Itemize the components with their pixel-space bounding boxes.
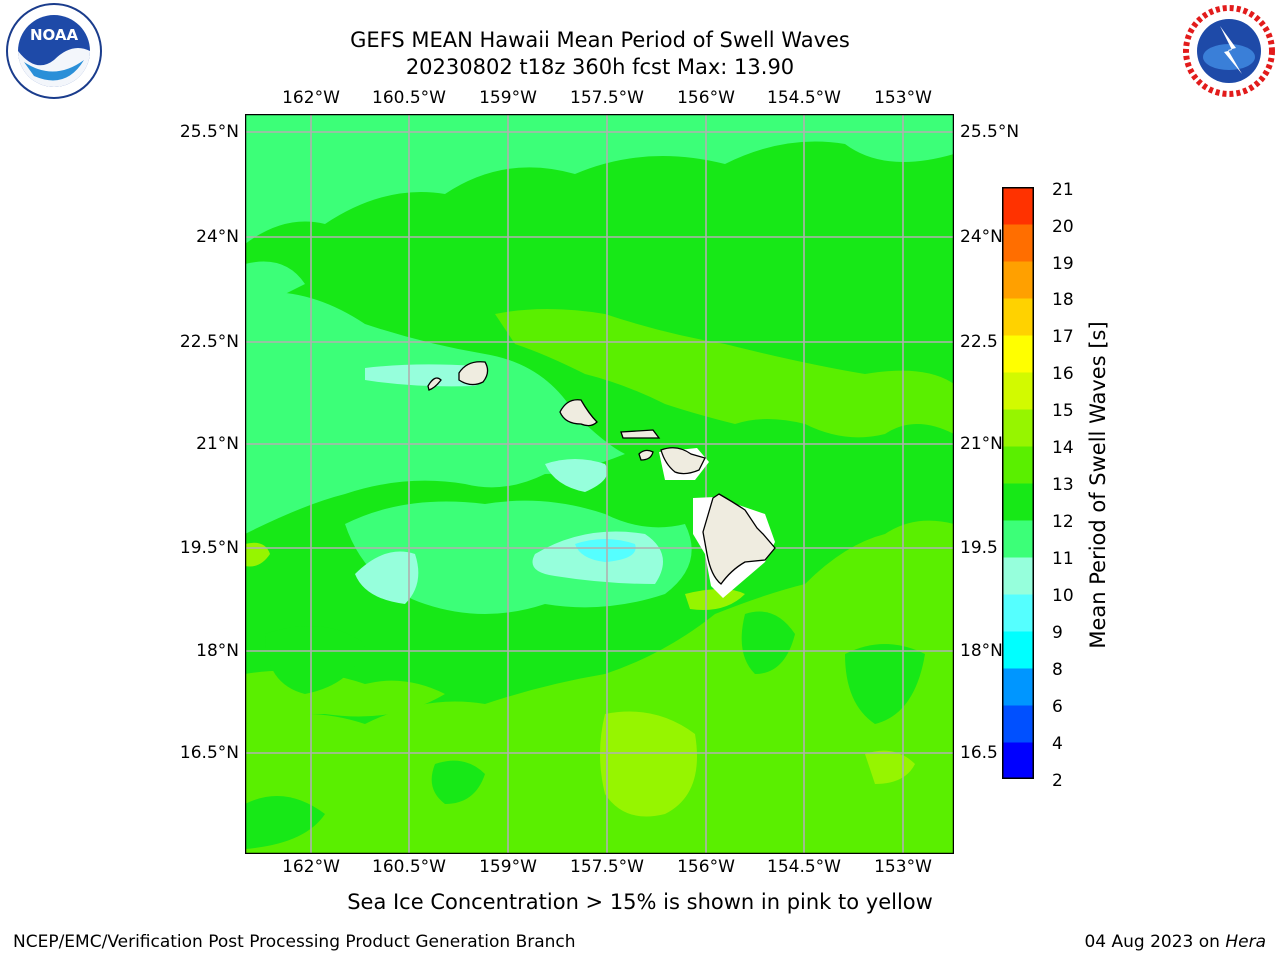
colorbar-segment: [1002, 224, 1034, 262]
lon-label-top: 157.5°W: [570, 88, 644, 108]
colorbar-segment: [1002, 446, 1034, 484]
hawaiian-islands: [427, 361, 776, 598]
lon-label-top: 153°W: [874, 88, 932, 108]
lat-label-left: 18°N: [196, 641, 239, 661]
colorbar-tick: 13: [1052, 475, 1074, 495]
lat-label-left: 24°N: [196, 227, 239, 247]
colorbar-tick: 17: [1052, 327, 1074, 347]
lat-label-right: 16.5: [960, 743, 998, 763]
colorbar-segment: [1002, 631, 1034, 669]
colorbar-tick: 2: [1052, 771, 1063, 791]
lon-label-bottom: 154.5°W: [767, 857, 841, 877]
lat-label-right: 22.5: [960, 332, 998, 352]
colorbar-tick: 9: [1052, 623, 1063, 643]
lon-label-bottom: 162°W: [282, 857, 340, 877]
colorbar-segment: [1002, 557, 1034, 595]
colorbar-tick: 6: [1052, 697, 1063, 717]
map-grid: [245, 114, 954, 854]
colorbar-tick: 18: [1052, 290, 1074, 310]
colorbar-title: Mean Period of Swell Waves [s]: [1086, 321, 1110, 649]
colorbar-segment: [1002, 335, 1034, 373]
colorbar-tick: 20: [1052, 217, 1074, 237]
colorbar-segment: [1002, 483, 1034, 521]
lon-label-bottom: 159°W: [479, 857, 537, 877]
noaa-logo-text: NOAA: [30, 26, 79, 44]
lat-label-left: 22.5°N: [179, 332, 239, 352]
colorbar-tick: 12: [1052, 512, 1074, 532]
lat-label-left: 19.5°N: [179, 538, 239, 558]
map-title: GEFS MEAN Hawaii Mean Period of Swell Wa…: [350, 28, 850, 52]
lat-label-left: 21°N: [196, 434, 239, 454]
colorbar-tick: 11: [1052, 549, 1074, 569]
lat-label-right: 21°N: [960, 434, 1003, 454]
lat-label-left: 16.5°N: [179, 743, 239, 763]
colorbar-segment: [1002, 187, 1034, 225]
lat-label-right: 19.5: [960, 538, 998, 558]
lon-label-top: 154.5°W: [767, 88, 841, 108]
nws-logo: [1183, 5, 1275, 97]
lon-label-top: 160.5°W: [372, 88, 446, 108]
lon-label-bottom: 157.5°W: [570, 857, 644, 877]
noaa-logo: NOAA: [6, 3, 102, 99]
lat-label-left: 25.5°N: [179, 122, 239, 142]
colorbar-segment: [1002, 742, 1034, 779]
lat-label-right: 25.5°N: [960, 122, 1020, 142]
lon-label-bottom: 153°W: [874, 857, 932, 877]
colorbar-segment: [1002, 668, 1034, 706]
colorbar-segment: [1002, 705, 1034, 743]
colorbar-segment: [1002, 261, 1034, 299]
colorbar-tick: 14: [1052, 438, 1074, 458]
colorbar-tick: 10: [1052, 586, 1074, 606]
colorbar-tick: 8: [1052, 660, 1063, 680]
sea-ice-note: Sea Ice Concentration > 15% is shown in …: [347, 890, 933, 914]
colorbar-segment: [1002, 409, 1034, 447]
lon-label-bottom: 160.5°W: [372, 857, 446, 877]
footer-credit: NCEP/EMC/Verification Post Processing Pr…: [13, 932, 576, 952]
colorbar-tick: 4: [1052, 734, 1063, 754]
lon-label-top: 159°W: [479, 88, 537, 108]
swell-period-map: [245, 114, 954, 854]
footer-host: Hera: [1225, 932, 1266, 952]
lat-label-right: 18°N: [960, 641, 1003, 661]
lon-label-top: 156°W: [677, 88, 735, 108]
colorbar-tick: 16: [1052, 364, 1074, 384]
footer-date: 04 Aug 2023 on Hera: [1084, 932, 1266, 952]
colorbar-tick: 21: [1052, 180, 1074, 200]
colorbar: [1002, 187, 1034, 779]
colorbar-tick: 19: [1052, 254, 1074, 274]
colorbar-segment: [1002, 520, 1034, 558]
colorbar-segment: [1002, 298, 1034, 336]
lat-label-right: 24°N: [960, 227, 1003, 247]
colorbar-segment: [1002, 372, 1034, 410]
colorbar-tick: 15: [1052, 401, 1074, 421]
swell-period-field: [245, 114, 954, 854]
footer-date-text: 04 Aug 2023 on: [1084, 932, 1226, 952]
lon-label-bottom: 156°W: [677, 857, 735, 877]
map-subtitle: 20230802 t18z 360h fcst Max: 13.90: [405, 55, 795, 79]
colorbar-segment: [1002, 594, 1034, 632]
lon-label-top: 162°W: [282, 88, 340, 108]
